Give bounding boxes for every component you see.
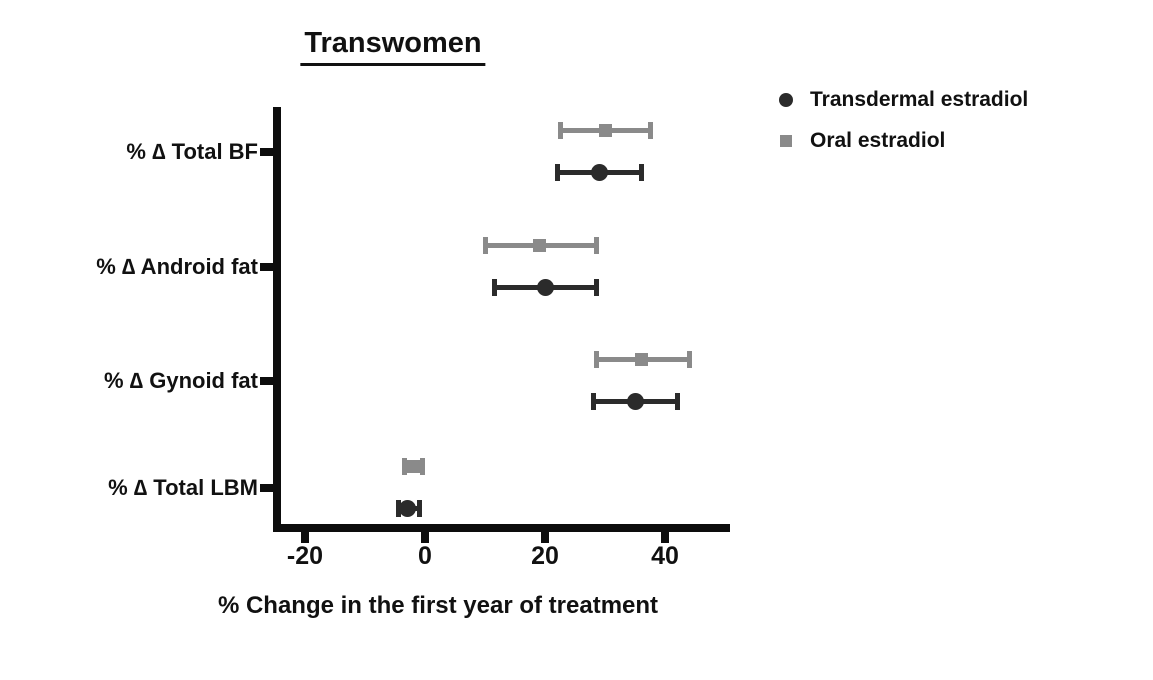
error-bar-cap-left [594,351,599,368]
data-point-square [406,459,420,473]
y-axis-tick [260,148,273,156]
y-axis-tick [260,484,273,492]
x-axis-tick-label: -20 [286,542,324,570]
data-point-circle [626,392,644,410]
x-axis-tick [301,532,309,543]
legend-circle-marker-icon [779,93,793,107]
error-bar-cap-left [492,279,497,296]
error-bar-cap-right [687,351,692,368]
x-axis-tick-label: 40 [651,542,679,570]
error-bar-cap-left [558,122,563,139]
error-bar-cap-left [483,237,488,254]
y-axis-spine [273,107,281,532]
error-bar-cap-right [417,500,422,517]
legend-square-marker-icon [780,135,792,147]
chart-title: Transwomen [300,27,486,66]
data-point-square [634,352,648,366]
error-bar-cap-left [591,393,596,410]
data-point-circle [398,499,416,517]
category-label: % ∆ Android fat [96,254,258,279]
legend-label-oral: Oral estradiol [810,129,946,152]
x-axis-tick [541,532,549,543]
error-bar-cap-right [594,237,599,254]
error-bar-cap-left [555,164,560,181]
error-bar-cap-left [402,458,407,475]
error-bar-cap-right [639,164,644,181]
x-axis-tick-label: 20 [531,542,559,570]
data-point-circle [536,278,554,296]
category-label: % ∆ Gynoid fat [103,368,258,393]
legend-label-transdermal: Transdermal estradiol [810,88,1029,111]
x-axis-spine [273,524,730,532]
legend: Transdermal estradiol Oral estradiol [779,88,1028,153]
legend-item-oral: Oral estradiol [779,129,1028,153]
category-label: % ∆ Total LBM [108,475,258,500]
error-bar-cap-right [648,122,653,139]
error-bar-cap-right [675,393,680,410]
error-bar-cap-right [420,458,425,475]
data-point-square [598,123,612,137]
x-axis-tick [421,532,429,543]
error-bar-cap-right [594,279,599,296]
data-point-square [532,238,546,252]
y-axis-tick [260,263,273,271]
x-axis-label: % Change in the first year of treatment [217,592,659,619]
x-axis-tick [661,532,669,543]
category-label: % ∆ Total BF [126,139,258,164]
legend-item-transdermal: Transdermal estradiol [779,88,1028,112]
data-point-circle [590,163,608,181]
y-axis-tick [260,377,273,385]
x-axis-tick-label: 0 [418,542,432,570]
